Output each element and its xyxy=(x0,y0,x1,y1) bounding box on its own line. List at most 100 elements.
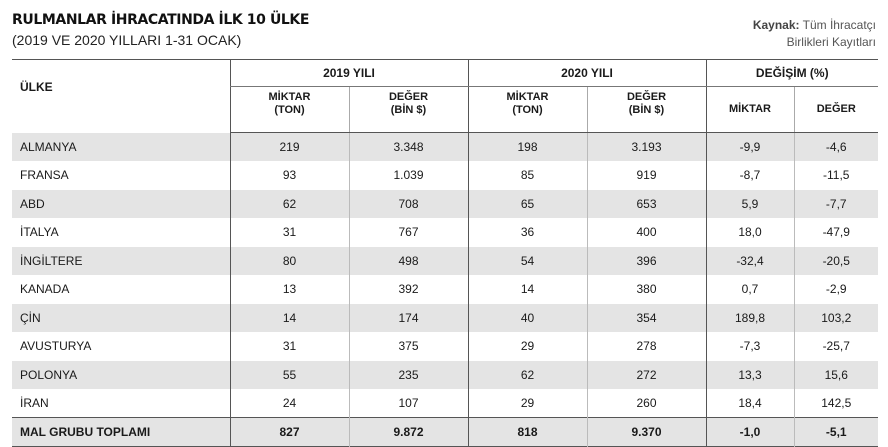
source-note: Kaynak: Tüm İhracatçı Birlikleri Kayıtla… xyxy=(753,17,876,51)
cell-2019-quantity: 13 xyxy=(229,275,349,304)
cell-change-quantity: -1,0 xyxy=(705,417,794,446)
table-row: ÇİN 14 174 40 354 189,8 103,2 xyxy=(12,303,878,332)
cell-2019-value: 1.039 xyxy=(348,161,468,190)
cell-2020-value: 400 xyxy=(586,218,706,247)
cell-2020-quantity: 65 xyxy=(467,189,587,218)
table-row: ABD 62 708 65 653 5,9 -7,7 xyxy=(12,189,878,218)
group-header-2020: 2020 YILI xyxy=(467,59,706,87)
cell-change-value: 15,6 xyxy=(793,360,878,389)
cell-2019-value: 375 xyxy=(348,332,468,361)
cell-2019-value: 174 xyxy=(348,303,468,332)
cell-change-value: -2,9 xyxy=(793,275,878,304)
cell-change-value: 103,2 xyxy=(793,303,878,332)
header-line: DEĞER xyxy=(388,91,429,103)
cell-2020-quantity: 40 xyxy=(467,303,587,332)
cell-2019-quantity: 14 xyxy=(229,303,349,332)
table-row: ALMANYA 219 3.348 198 3.193 -9,9 -4,6 xyxy=(12,132,878,161)
table-subtitle: (2019 VE 2020 YILLARI 1-31 OCAK) xyxy=(12,32,242,48)
header-line: (TON) xyxy=(512,104,543,116)
cell-change-quantity: 189,8 xyxy=(705,303,794,332)
cell-2020-value: 260 xyxy=(586,389,706,418)
table-row: İNGİLTERE 80 498 54 396 -32,4 -20,5 xyxy=(12,246,878,275)
header-line: (BİN $) xyxy=(628,104,665,116)
cell-country: ABD xyxy=(20,196,45,211)
cell-change-quantity: 5,9 xyxy=(705,189,794,218)
cell-change-value: 142,5 xyxy=(793,389,878,418)
cell-change-quantity: 0,7 xyxy=(705,275,794,304)
cell-change-quantity: -32,4 xyxy=(705,246,794,275)
cell-change-value: -47,9 xyxy=(793,218,878,247)
cell-2019-value: 9.872 xyxy=(348,417,468,446)
cell-change-value: -25,7 xyxy=(793,332,878,361)
cell-2019-quantity: 80 xyxy=(229,246,349,275)
cell-2020-value: 396 xyxy=(586,246,706,275)
cell-change-value: -11,5 xyxy=(793,161,878,190)
table-row: FRANSA 93 1.039 85 919 -8,7 -11,5 xyxy=(12,161,878,190)
cell-2019-quantity: 219 xyxy=(229,132,349,161)
cell-2019-quantity: 24 xyxy=(229,389,349,418)
cell-2020-value: 354 xyxy=(586,303,706,332)
cell-2020-value: 919 xyxy=(586,161,706,190)
cell-2019-value: 708 xyxy=(348,189,468,218)
cell-2020-quantity: 85 xyxy=(467,161,587,190)
cell-country: ÇİN xyxy=(20,310,41,325)
cell-country: ALMANYA xyxy=(20,139,77,154)
cell-country: MAL GRUBU TOPLAMI xyxy=(12,417,230,446)
cell-2020-value: 380 xyxy=(586,275,706,304)
cell-2019-quantity: 55 xyxy=(229,360,349,389)
source-label: Kaynak: xyxy=(752,18,800,32)
cell-2020-quantity: 14 xyxy=(467,275,587,304)
cell-2019-quantity: 62 xyxy=(229,189,349,218)
cell-country: KANADA xyxy=(20,282,70,297)
cell-country: FRANSA xyxy=(20,168,69,183)
cell-change-quantity: 13,3 xyxy=(705,360,794,389)
cell-change-quantity: -9,9 xyxy=(705,132,794,161)
cell-2019-quantity: 31 xyxy=(229,332,349,361)
cell-country: İNGİLTERE xyxy=(20,253,83,268)
cell-country: POLONYA xyxy=(20,367,78,382)
cell-2019-value: 235 xyxy=(348,360,468,389)
cell-country: İRAN xyxy=(20,396,49,410)
cell-2020-value: 272 xyxy=(586,360,706,389)
cell-2020-quantity: 29 xyxy=(467,389,587,418)
cell-country: AVUSTURYA xyxy=(20,339,92,354)
cell-2019-value: 767 xyxy=(348,218,468,247)
cell-change-value: -7,7 xyxy=(793,189,878,218)
header-line: MİKTAR xyxy=(268,91,311,103)
table-row: KANADA 13 392 14 380 0,7 -2,9 xyxy=(12,275,878,304)
header-line: (BİN $) xyxy=(390,104,427,116)
column-header-2020-value: DEĞER (BİN $) xyxy=(586,86,706,133)
header-line: DEĞER xyxy=(626,91,667,103)
group-header-2019: 2019 YILI xyxy=(229,59,468,87)
cell-2020-value: 278 xyxy=(586,332,706,361)
cell-change-quantity: 18,4 xyxy=(705,389,794,418)
cell-2019-quantity: 827 xyxy=(229,417,349,446)
cell-change-value: -4,6 xyxy=(793,132,878,161)
cell-2019-value: 498 xyxy=(348,246,468,275)
cell-2019-value: 107 xyxy=(348,389,468,418)
cell-2020-quantity: 36 xyxy=(467,218,587,247)
column-header-change-value: DEĞER xyxy=(793,86,878,133)
cell-2020-value: 653 xyxy=(586,189,706,218)
table-row: POLONYA 55 235 62 272 13,3 15,6 xyxy=(12,360,878,389)
column-header-change-quantity: MİKTAR xyxy=(705,86,794,133)
table-title: RULMANLAR İHRACATINDA İLK 10 ÜLKE xyxy=(12,12,310,28)
cell-2020-quantity: 54 xyxy=(467,246,587,275)
cell-change-quantity: 18,0 xyxy=(705,218,794,247)
cell-2020-quantity: 29 xyxy=(467,332,587,361)
cell-2019-value: 3.348 xyxy=(348,132,468,161)
source-line-1: Tüm İhracatçı xyxy=(802,18,876,32)
group-header-change: DEĞİŞİM (%) xyxy=(705,59,878,87)
table-row: İRAN 24 107 29 260 18,4 142,5 xyxy=(12,389,878,418)
export-table: ÜLKE 2019 YILI 2020 YILI DEĞİŞİM (%) MİK… xyxy=(12,59,878,447)
table-row: AVUSTURYA 31 375 29 278 -7,3 -25,7 xyxy=(12,332,878,361)
column-header-2019-quantity: MİKTAR (TON) xyxy=(229,86,349,133)
cell-change-quantity: -8,7 xyxy=(705,161,794,190)
header-line: MİKTAR xyxy=(506,91,549,103)
column-header-country: ÜLKE xyxy=(20,80,53,94)
table-total-row: MAL GRUBU TOPLAMI 827 9.872 818 9.370 -1,0 -5,… xyxy=(12,417,878,446)
column-header-2020-quantity: MİKTAR (TON) xyxy=(467,86,587,133)
column-header-2019-value: DEĞER (BİN $) xyxy=(348,86,468,133)
source-line-2: Birlikleri Kayıtları xyxy=(786,35,876,49)
cell-2019-quantity: 93 xyxy=(229,161,349,190)
